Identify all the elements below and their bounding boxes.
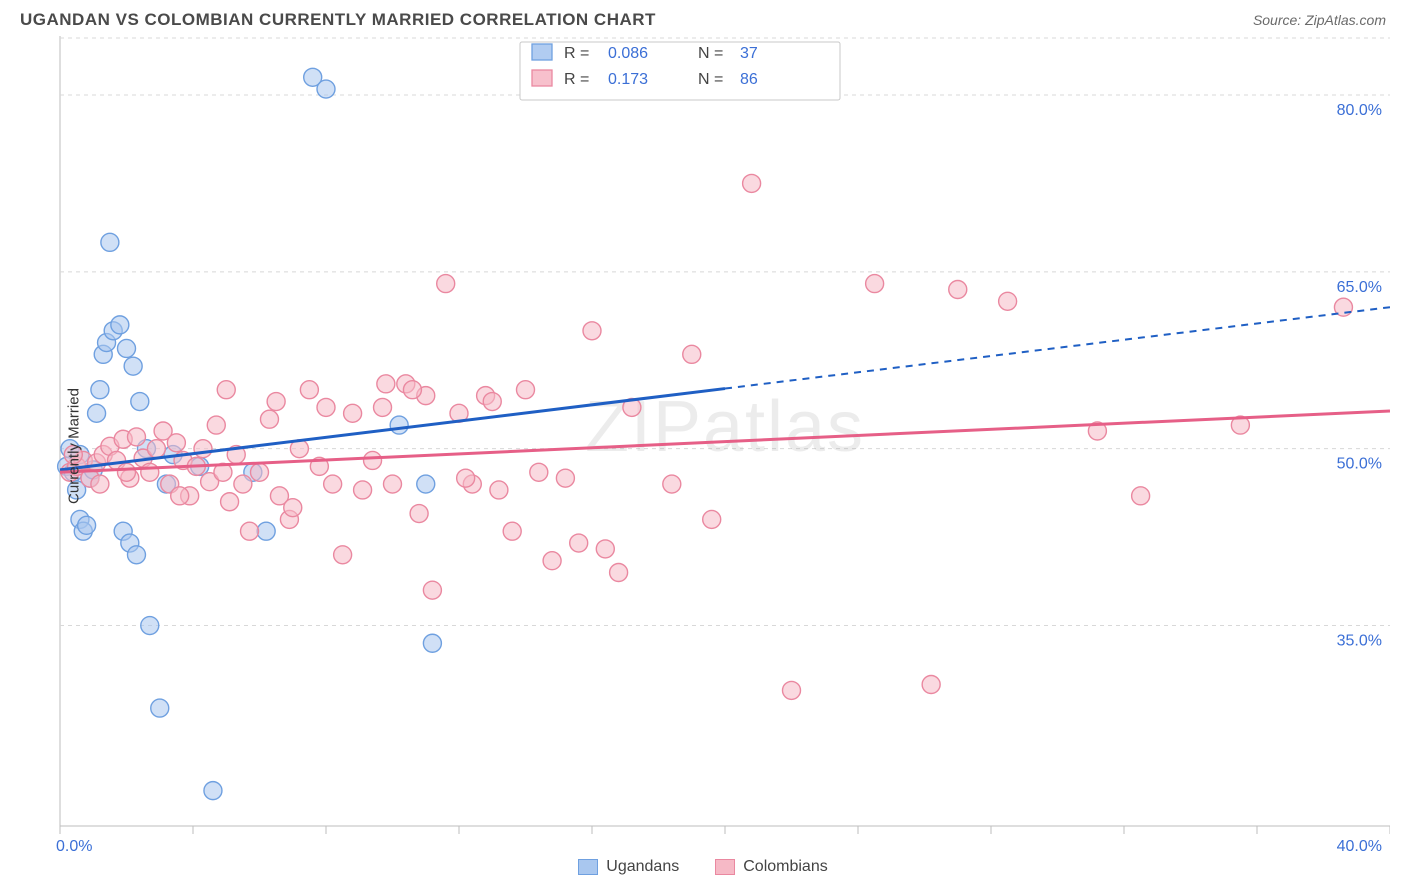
y-axis-label: Currently Married [65,388,82,504]
legend-item: Ugandans [578,858,679,876]
legend-item: Colombians [715,858,827,876]
legend-swatch [578,859,598,875]
x-axis-start-label: 0.0% [56,838,92,856]
svg-text:37: 37 [740,45,758,62]
scatter-plot: 35.0% 50.0% 65.0% 80.0% ZIPatlas R = 0.086 N = 3… [20,36,1390,856]
svg-text:R =: R = [564,45,589,62]
svg-text:35.0%: 35.0% [1337,633,1382,650]
legend-label: Ugandans [606,858,679,875]
svg-text:50.0%: 50.0% [1337,456,1382,473]
svg-text:65.0%: 65.0% [1337,279,1382,296]
svg-text:80.0%: 80.0% [1337,102,1382,119]
chart-title: UGANDAN VS COLOMBIAN CURRENTLY MARRIED C… [20,10,656,30]
chart-container: Currently Married 35.0% 50.0% 65.0% 80.0% ZI… [20,36,1386,856]
svg-text:0.086: 0.086 [608,45,648,62]
bottom-legend: Ugandans Colombians [0,858,1406,876]
svg-text:N =: N = [698,71,723,88]
legend-swatch [715,859,735,875]
svg-text:N =: N = [698,45,723,62]
svg-text:R =: R = [564,71,589,88]
svg-text:ZIPatlas: ZIPatlas [585,387,865,467]
x-axis-end-label: 40.0% [1337,838,1382,856]
svg-text:86: 86 [740,71,758,88]
chart-source: Source: ZipAtlas.com [1253,12,1386,28]
legend-label: Colombians [743,858,827,875]
svg-text:0.173: 0.173 [608,71,648,88]
